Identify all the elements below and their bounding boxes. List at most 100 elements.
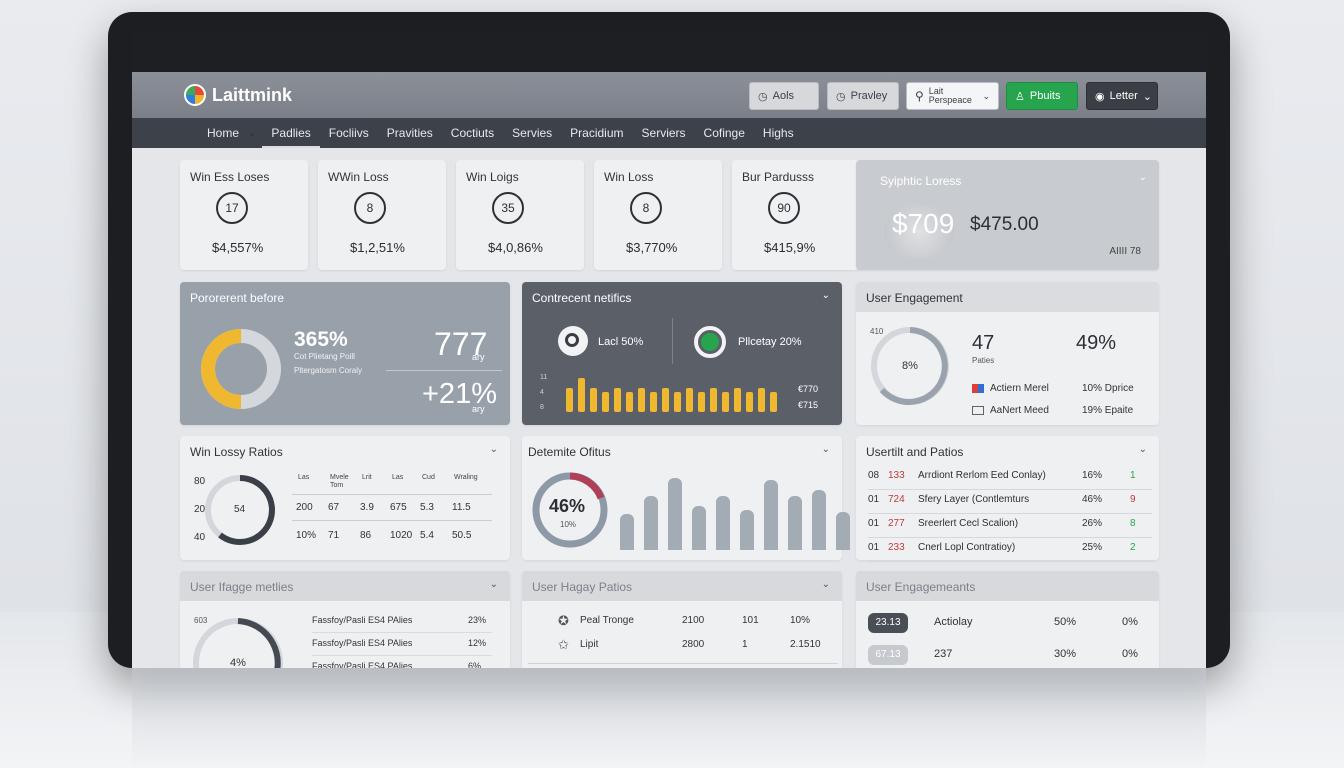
nav-item[interactable]: Pracidium [570,126,624,140]
metric-bar [746,392,753,412]
stat-card[interactable]: Win Loigs 35 $4,0,86% [456,160,584,270]
chevron-down-icon[interactable]: ⌄ [489,444,498,455]
list-item[interactable]: 23.13 Actiolay 50% 0% [868,613,1148,637]
table-row[interactable]: 01 724 Sfery Layer (Contlemturs 46% 9 [868,492,1152,514]
list-item[interactable]: Fassfoy/Pasli ES4 PAlies 12% [312,636,492,656]
stat-card[interactable]: Win Ess Loses 17 $4,557% [180,160,308,270]
nav-item[interactable]: Pravities [386,126,433,140]
card-header [180,571,510,601]
list-item[interactable]: ✪ Peal Tronge 2100 101 10% [558,613,828,635]
pbuits-button[interactable]: ♙ Pbuits [1006,82,1078,110]
summary-big: $709 [892,208,955,239]
nav-item[interactable]: Padlies [262,118,320,148]
win-ratios-ring [205,475,275,545]
table-header: Lrit [362,474,372,481]
table-row[interactable]: 01 233 Cnerl Lopl Contratioy) 25% 2 [868,540,1152,562]
list-item[interactable]: ✩ Lipit 2800 1 2.1510 [558,637,828,659]
stat-card[interactable]: WWin Loss 8 $1,2,51% [318,160,446,270]
list-label: Fassfoy/Pasli ES4 PAlies [312,638,413,648]
offitus-bar-chart [618,472,850,550]
metrics-right2: €715 [798,400,819,410]
table-row[interactable]: 01 277 Sreerlert Cecl Scalion) 26% 8 [868,516,1152,538]
table-row[interactable]: 08 133 Arrdiont Rerlom Eed Conlay) 16% 1 [868,468,1152,490]
table-cell: 71 [328,530,340,541]
row-pct: 16% [1082,470,1103,481]
card-header [856,571,1159,601]
summary-amount: $475.00 [970,214,1039,235]
nav-item[interactable]: Cofinge [703,126,745,140]
metric-bar [626,392,633,412]
row-count: 1 [1130,470,1136,481]
search-icon [558,326,588,356]
divider [528,663,838,664]
chevron-down-icon[interactable]: ⌄ [821,579,830,590]
metric-bar [638,388,645,412]
nav-item[interactable]: Focliivs [328,126,369,140]
stat-card[interactable]: Bur Pardusss 90 $415,9% [732,160,860,270]
metric-bar [722,392,729,412]
bottom-right-title: User Engagemeants [866,580,976,594]
stat-title: Win Loigs [466,170,519,184]
progress-ring-icon [694,326,726,358]
divider [292,520,492,521]
summary-card: Syiphtic Loress ⌄ $709 $475.00 AIIII 78 [856,160,1159,270]
metric-bar [686,388,693,412]
offitus-bar [836,512,850,550]
table-header: Las [298,474,310,481]
chevron-down-icon[interactable]: ⌄ [489,579,498,590]
stat-card[interactable]: Win Loss 8 $3,770% [594,160,722,270]
letter-menu-button[interactable]: ◉ Letter ⌄ [1086,82,1158,110]
chevron-down-icon[interactable]: ⌄ [1138,444,1147,455]
engagement-ring-center: 8% [902,360,918,372]
metric-bar [602,392,609,412]
performance-card: Pororerent before 365% Cot Plietang Poil… [180,282,510,425]
search-dropdown[interactable]: ⚲ Lait Perspeace ⌄ [906,82,999,110]
metric-bar [614,388,621,412]
table-cell: 200 [296,502,313,513]
bottom-left-card: User Ifagge metlies ⌄ 603 4% Fassfoy/Pas… [180,571,510,668]
list-item[interactable]: 67.13 237 30% 0% [868,645,1148,668]
aols-button[interactable]: ◷ Aols [749,82,819,110]
summary-title: Syiphtic Loress [880,174,962,188]
list-pct: 0% [1122,648,1138,660]
divider [292,494,492,495]
stat-title: Win Loss [604,170,654,184]
bottom-left-title: User Ifagge metlies [190,580,294,594]
chevron-down-icon: ⌄ [248,127,257,139]
table-cell: 86 [360,530,372,541]
offitus-bar [764,480,778,550]
nav-item[interactable]: Servies [512,126,553,140]
engagement-ring [871,327,949,405]
divider [672,318,673,364]
chevron-down-icon[interactable]: ⌄ [821,444,830,455]
performance-donut [201,329,281,409]
row-code: 233 [888,542,905,553]
list-label: Fassfoy/Pasli ES4 PAlies [312,615,413,625]
nav-item[interactable]: Highs [762,126,794,140]
chevron-down-icon[interactable]: ⌄ [1138,172,1147,183]
engagement-pct: 49% [1076,332,1117,354]
bottom-mid-title: User Hagay Patios [532,580,633,594]
nav-item[interactable]: Serviers [641,126,686,140]
offitus-bar [812,490,826,550]
offitus-bar [788,496,802,550]
metric-bar [662,388,669,412]
logo[interactable]: Laittmink [184,84,292,106]
card-header [856,282,1159,312]
chevron-down-icon[interactable]: ⌄ [821,290,830,301]
table-cell: 11.5 [452,502,471,513]
row-code: 133 [888,470,905,481]
list-item[interactable]: Fassfoy/Pasli ES4 PAlies 23% [312,613,492,633]
row-pct: 25% [1082,542,1103,553]
offitus-bar [644,496,658,550]
performance-big-unit: ary [472,352,485,362]
performance-big: 777 [434,326,488,362]
nav-item[interactable]: Coctiuts [450,126,495,140]
table-cell: 5.4 [420,530,434,541]
table-cell: 3.9 [360,502,374,513]
offitus-title: Detemite Ofitus [528,445,611,459]
list-item[interactable]: Fassfoy/Pasli ES4 PAlies 6% [312,659,492,668]
table-cell: 675 [390,502,407,513]
nav-item[interactable]: Home [207,126,240,140]
pravley-button[interactable]: ◷ Pravley [827,82,899,110]
